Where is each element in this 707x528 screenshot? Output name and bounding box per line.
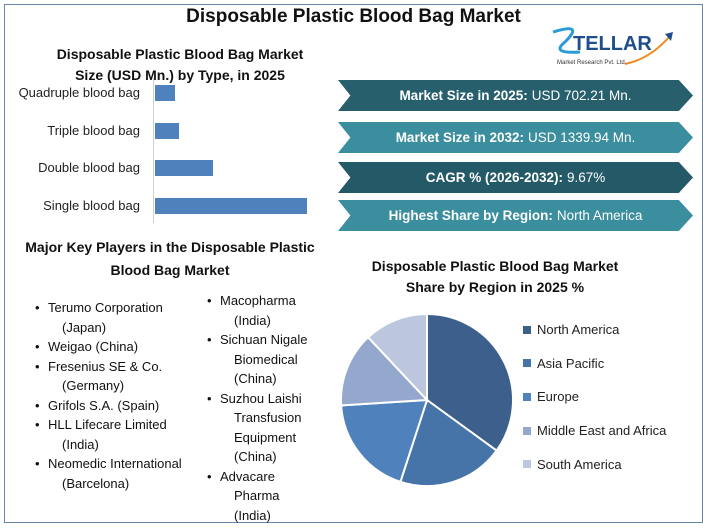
pie-legend: North America Asia Pacific Europe Middle Ea…: [523, 313, 666, 481]
stat-banner: Highest Share by Region: North America: [338, 200, 693, 231]
player-item: Neomedic International (Barcelona): [34, 454, 184, 493]
legend-swatch: [523, 359, 531, 368]
svg-text:TELLAR: TELLAR: [573, 33, 652, 55]
players-list-left: Terumo Corporation (Japan) Weigao (China) F…: [34, 298, 184, 493]
legend-label: Asia Pacific: [537, 355, 605, 371]
stat-value: USD 1339.94 Mn.: [528, 130, 636, 145]
pie-title-line1: Disposable Plastic Blood Bag Market: [371, 258, 619, 274]
pie-slice: [366, 312, 428, 403]
player-name: Macopharma: [220, 293, 296, 308]
bar: [155, 198, 307, 214]
pie-chart: [340, 312, 514, 487]
pie-chart-title: Disposable Plastic Blood Bag Market Shar…: [360, 256, 630, 298]
pie-slice: [399, 398, 498, 487]
frame-border: [4, 4, 703, 523]
player-name: Suzhou Laishi Transfusion Equipment: [220, 390, 302, 445]
player-country: (India): [234, 312, 271, 328]
player-country: (Japan): [62, 319, 107, 335]
stat-label: Highest Share by Region:: [388, 208, 553, 223]
player-item: Terumo Corporation (Japan): [34, 298, 184, 337]
legend-swatch: [523, 460, 531, 469]
player-name: Sichuan Nigale Biomedical: [220, 332, 308, 367]
bar-chart-title: Disposable Plastic Blood Bag Market Size…: [30, 44, 330, 86]
player-item: HLL Lifecare Limited (India): [34, 415, 184, 454]
stat-label: CAGR % (2026-2032):: [425, 170, 564, 185]
page-title: Disposable Plastic Blood Bag Market: [186, 6, 521, 27]
player-country: (Germany): [62, 378, 125, 393]
pie-slice: [340, 398, 429, 484]
bar: [155, 85, 175, 101]
player-name: Grifols S.A. (Spain): [48, 397, 160, 413]
legend-label: South America: [537, 456, 622, 472]
player-country: (Barcelona): [62, 475, 130, 491]
player-name: Neomedic International: [48, 456, 182, 471]
player-country: (China): [234, 371, 277, 386]
player-country: (India): [62, 436, 99, 452]
player-item: Weigao (China): [34, 337, 184, 357]
bar-chart-title-line1: Disposable Plastic Blood Bag Market: [56, 46, 304, 62]
stat-label: Market Size in 2025:: [399, 88, 528, 103]
stat-value: North America: [556, 208, 643, 223]
legend-label: Europe: [537, 389, 579, 405]
stat-banner: CAGR % (2026-2032): 9.67%: [338, 162, 693, 193]
player-name: Advacare Pharma: [220, 468, 280, 504]
svg-text:Market Research Pvt. Ltd.: Market Research Pvt. Ltd.: [557, 60, 627, 66]
player-item: Grifols S.A. (Spain): [34, 396, 184, 416]
legend-item: North America: [523, 313, 666, 347]
players-list-right: Macopharma (India) Sichuan Nigale Biomedic…: [206, 291, 321, 525]
legend-label: North America: [537, 322, 620, 338]
legend-item: Europe: [523, 380, 666, 414]
stat-value: 9.67%: [567, 170, 606, 185]
pie-title-line2: Share by Region in 2025 %: [405, 279, 585, 295]
pie-slice: [426, 312, 514, 452]
pie-slice: [340, 335, 430, 407]
stat-banner: Market Size in 2032: USD 1339.94 Mn.: [338, 122, 693, 153]
player-item: Suzhou Laishi Transfusion Equipment (Chin…: [206, 389, 321, 467]
player-name: Weigao (China): [48, 339, 139, 354]
bar: [155, 123, 179, 139]
legend-swatch: [523, 426, 531, 435]
legend-swatch: [523, 325, 531, 334]
legend-label: Middle East and Africa: [537, 423, 667, 439]
player-item: Fresenius SE & Co. (Germany): [34, 357, 184, 396]
players-title-line1: Major Key Players in the Disposable Plas…: [25, 239, 315, 255]
stat-value: USD 702.21 Mn.: [531, 88, 632, 103]
player-country: (China): [234, 449, 277, 464]
player-country: (India): [234, 507, 271, 523]
bar-label: Single blood bag: [43, 198, 140, 213]
players-title: Major Key Players in the Disposable Plas…: [20, 236, 320, 282]
bar: [155, 160, 213, 176]
legend-item: Asia Pacific: [523, 347, 666, 381]
player-name: Terumo Corporation: [48, 300, 163, 315]
players-title-line2: Blood Bag Market: [110, 262, 230, 278]
bar-chart-title-line2: Size (USD Mn.) by Type, in 2025: [75, 67, 285, 83]
stat-label: Market Size in 2032:: [395, 130, 524, 145]
stat-banner: Market Size in 2025: USD 702.21 Mn.: [338, 80, 693, 111]
bar-axis: [153, 78, 154, 223]
player-item: Advacare Pharma (India): [206, 467, 321, 526]
legend-item: South America: [523, 447, 666, 481]
legend-swatch: [523, 392, 531, 401]
bar-label: Double blood bag: [38, 160, 140, 175]
bar-label: Quadruple blood bag: [18, 85, 140, 100]
bar-label: Triple blood bag: [47, 123, 140, 138]
player-item: Sichuan Nigale Biomedical (China): [206, 330, 321, 389]
stellar-logo: TELLAR Market Research Pvt. Ltd.: [552, 27, 673, 66]
player-name: Fresenius SE & Co.: [48, 358, 163, 374]
player-name: HLL Lifecare Limited: [48, 417, 167, 432]
player-item: Macopharma (India): [206, 291, 321, 330]
legend-item: Middle East and Africa: [523, 414, 666, 448]
